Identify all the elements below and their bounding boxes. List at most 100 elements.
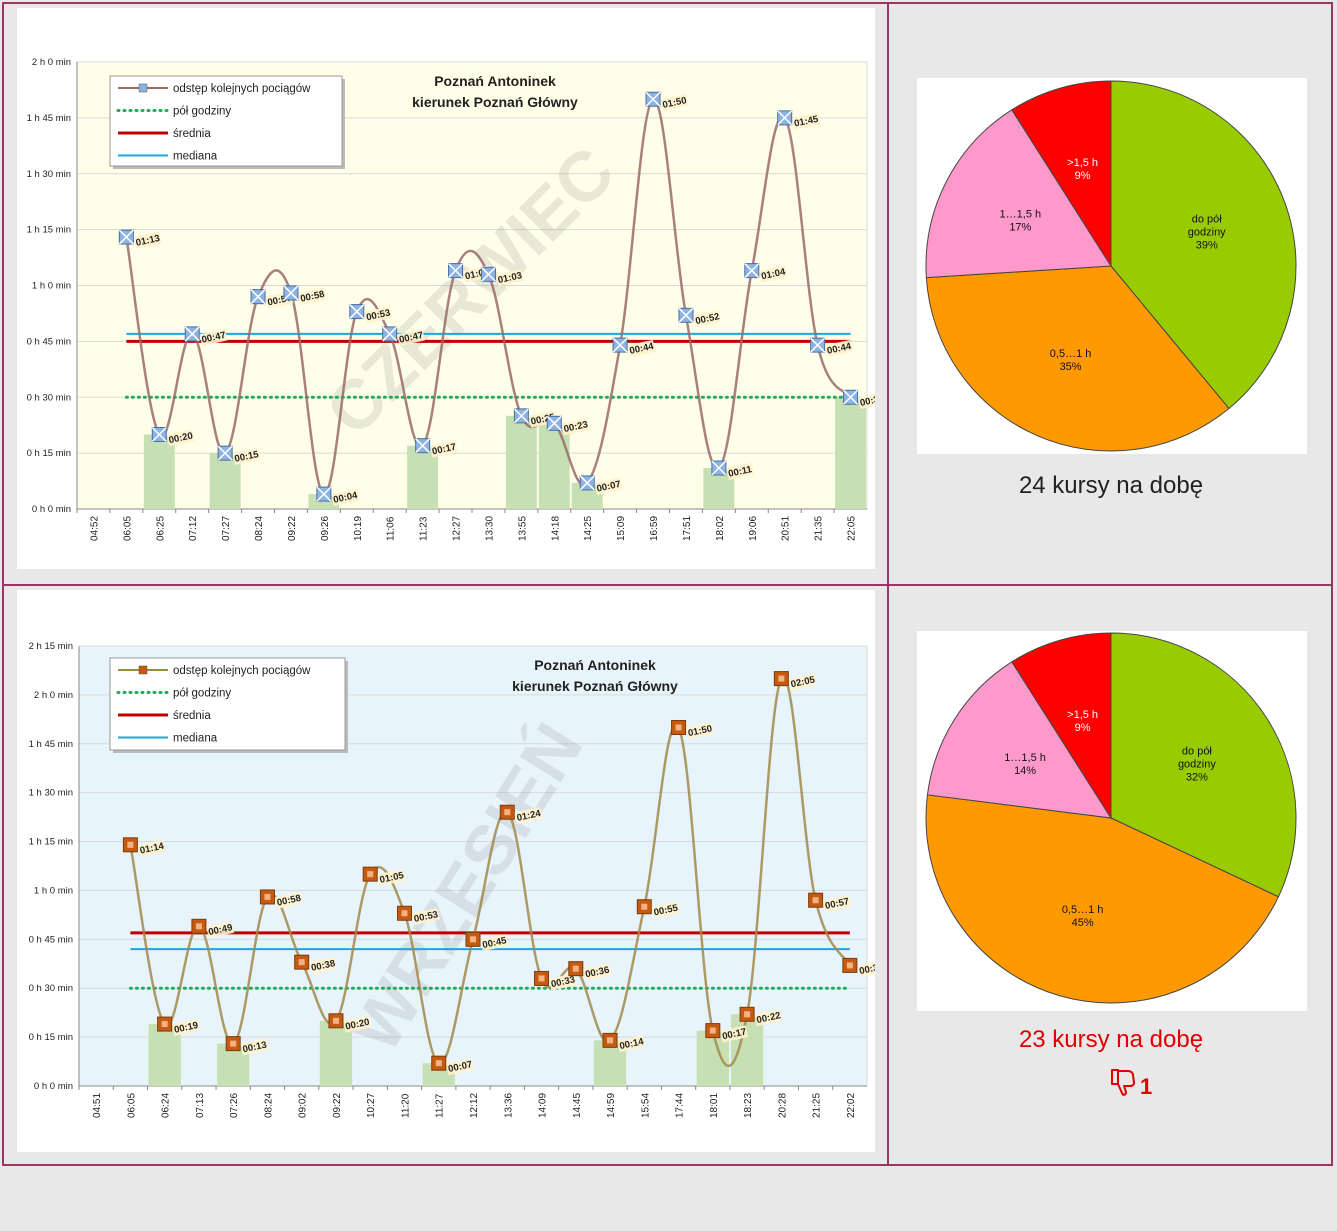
pie-slice bbox=[1110, 632, 1297, 898]
data-point-marker-detail bbox=[641, 903, 648, 910]
data-point-marker-detail bbox=[744, 1011, 751, 1018]
y-tick-label: 0 h 0 min bbox=[34, 1081, 73, 1092]
data-label-group: 01:04 bbox=[759, 265, 787, 283]
data-label: 00:53 bbox=[413, 909, 439, 925]
data-label-bg bbox=[822, 894, 851, 913]
y-tick-label: 1 h 0 min bbox=[32, 281, 71, 292]
data-label-group: 00:53 bbox=[411, 908, 440, 926]
data-label-bg bbox=[693, 310, 722, 328]
data-label-bg bbox=[171, 1018, 200, 1036]
pie-slice-label: 0,5…1 h bbox=[1050, 348, 1092, 360]
data-point-marker-detail bbox=[579, 475, 595, 491]
y-tick-label: 0 h 15 min bbox=[27, 448, 71, 459]
data-label-bg bbox=[240, 1038, 269, 1056]
legend-swatch-marker bbox=[138, 83, 148, 93]
data-label-group: 00:07 bbox=[594, 477, 623, 495]
y-tick-label: 2 h 15 min bbox=[29, 641, 73, 652]
data-label-group: 00:45 bbox=[480, 934, 509, 952]
data-label: 00:11 bbox=[727, 464, 753, 480]
data-label: 00:23 bbox=[563, 419, 589, 435]
data-point-marker-detail bbox=[332, 1017, 339, 1024]
data-label-group: 00:52 bbox=[693, 310, 722, 328]
chart-title-line1: Poznań Antoninek bbox=[434, 73, 556, 89]
legend-entry: mediana bbox=[173, 151, 218, 163]
line-chart-panel-june: 0 h 0 min 0 h 15 min 0 h 30 min 0 h 45 min 1… bbox=[17, 8, 886, 569]
data-label: 00:55 bbox=[653, 902, 680, 918]
data-label-bg bbox=[495, 269, 524, 287]
data-label-group: 00:58 bbox=[298, 287, 327, 305]
data-label-group: 00:44 bbox=[824, 339, 853, 358]
data-label-group: 00:38 bbox=[309, 956, 337, 975]
x-tick-label: 08:24 bbox=[263, 1093, 274, 1118]
data-label: 00:36 bbox=[584, 965, 610, 981]
y-tick-label: 2 h 0 min bbox=[34, 690, 73, 701]
legend-box bbox=[109, 657, 346, 751]
legend-entry: mediana bbox=[173, 733, 218, 745]
data-label: 02:05 bbox=[790, 674, 817, 690]
x-tick-label: 06:05 bbox=[126, 1093, 137, 1118]
pie-slice-label: 0,5…1 h bbox=[1062, 904, 1104, 916]
data-label-bg bbox=[309, 956, 337, 975]
x-tick-label: 14:45 bbox=[572, 1093, 583, 1118]
data-label: 00:44 bbox=[826, 341, 853, 357]
data-label: 00:20 bbox=[168, 430, 194, 446]
data-label-bg bbox=[514, 806, 543, 825]
pie-slice-label: godziny bbox=[1178, 758, 1216, 770]
x-tick-label: 20:51 bbox=[781, 516, 792, 541]
x-tick-label: 16:59 bbox=[649, 516, 660, 541]
data-label: 00:33 bbox=[550, 974, 576, 990]
y-tick-label: 1 h 30 min bbox=[29, 788, 73, 799]
data-label-bg bbox=[792, 112, 820, 130]
x-tick-label: 07:13 bbox=[195, 1093, 206, 1118]
data-label: 01:45 bbox=[793, 114, 820, 130]
data-label-bg bbox=[561, 418, 590, 436]
data-label: 00:17 bbox=[431, 442, 457, 458]
data-point-marker-detail bbox=[161, 1021, 168, 1028]
data-label: 01:50 bbox=[687, 723, 713, 739]
data-label-bg bbox=[411, 908, 440, 926]
x-tick-label: 14:25 bbox=[583, 516, 594, 541]
pie-slice bbox=[1011, 80, 1112, 268]
line-chart-june: 0 h 0 min 0 h 15 min 0 h 30 min 0 h 45 min 1… bbox=[27, 57, 886, 541]
data-label-group: 00:58 bbox=[274, 891, 303, 909]
data-label: 00:52 bbox=[694, 311, 720, 327]
data-point-marker-detail bbox=[470, 936, 476, 943]
data-label-group: 01:05 bbox=[377, 868, 405, 887]
legend-entry: odstęp kolejnych pociągów bbox=[173, 83, 311, 95]
x-tick-label: 10:27 bbox=[366, 1093, 377, 1118]
chart-title-line2: kierunek Poznań Główny bbox=[412, 94, 578, 110]
data-label-bg bbox=[480, 934, 509, 952]
data-point-marker-detail bbox=[538, 975, 545, 982]
data-label-group: 00:15 bbox=[232, 447, 261, 466]
y-tick-label: 1 h 45 min bbox=[29, 739, 73, 750]
x-tick-label: 18:02 bbox=[715, 516, 726, 541]
data-label: 00:13 bbox=[242, 1040, 268, 1056]
data-label: 00:47 bbox=[201, 330, 227, 346]
x-tick-label: 09:22 bbox=[287, 516, 298, 541]
data-point-marker-detail bbox=[435, 1060, 442, 1067]
data-label-group: 00:47 bbox=[199, 328, 228, 346]
gap-series-line bbox=[125, 97, 852, 496]
data-label-bg bbox=[594, 477, 623, 495]
x-tick-label: 14:09 bbox=[538, 1093, 549, 1118]
data-point-marker-detail bbox=[217, 445, 233, 461]
pie-chart-panel-september: do pół godziny 32% 0,5…1 h 45% 1…1,5 h 14% >1,5… bbox=[917, 631, 1307, 1011]
legend-swatch-marker bbox=[138, 665, 148, 675]
x-tick-label: 06:24 bbox=[161, 1093, 172, 1118]
pie-slice-label: >1,5 h bbox=[1067, 157, 1098, 169]
data-label-group: 00:23 bbox=[561, 418, 590, 436]
data-label: 00:58 bbox=[299, 289, 325, 305]
data-label: 00:15 bbox=[234, 449, 261, 465]
data-label: 00:53 bbox=[365, 307, 391, 323]
x-tick-label: 11:06 bbox=[386, 516, 397, 541]
x-tick-label: 18:01 bbox=[709, 1093, 720, 1118]
data-label-group: 01:50 bbox=[660, 94, 689, 112]
data-point-marker-detail bbox=[812, 897, 819, 904]
data-label-bg bbox=[364, 306, 393, 324]
data-point-marker-detail bbox=[195, 923, 202, 930]
data-label-bg bbox=[720, 1025, 749, 1043]
data-label-group: 00:47 bbox=[397, 328, 425, 346]
data-label-group: 00:36 bbox=[583, 963, 612, 981]
pie-slice bbox=[925, 109, 1112, 279]
